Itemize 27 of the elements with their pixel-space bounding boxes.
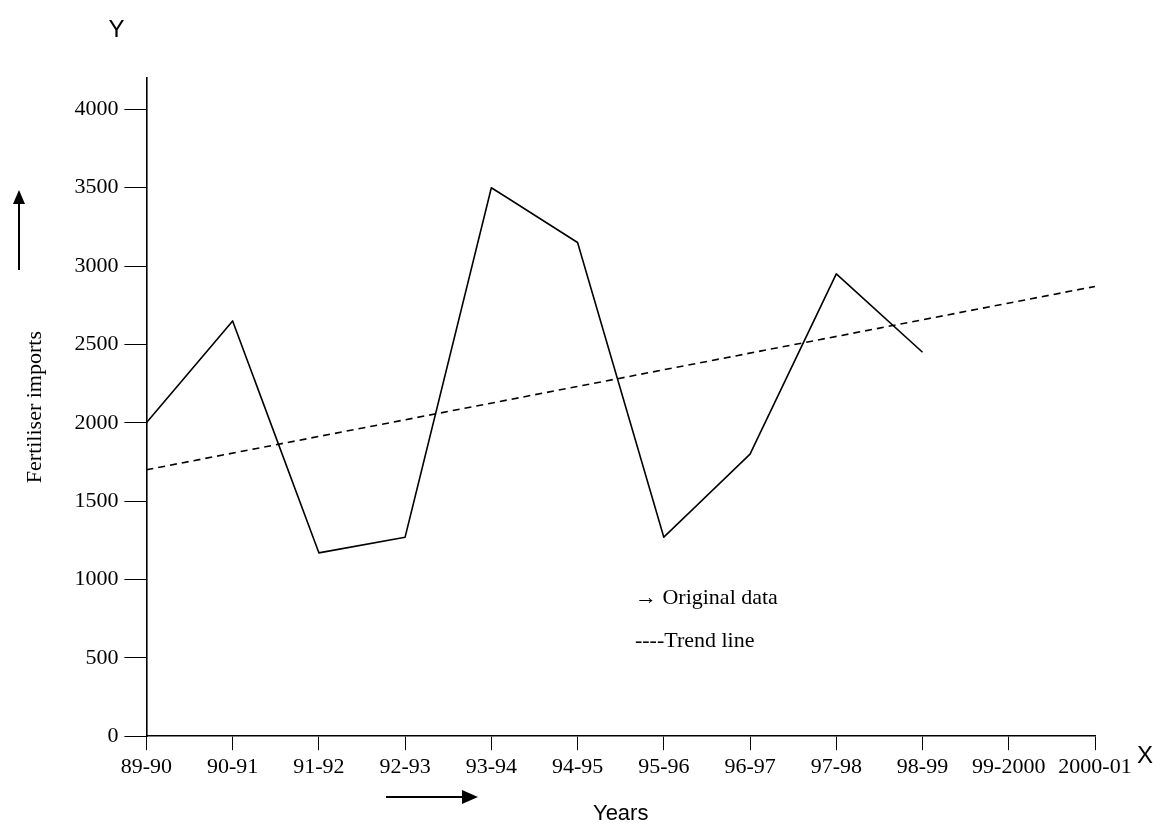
y-tick-label: 0	[107, 721, 119, 747]
y-tick-label: 4000	[74, 95, 119, 121]
text: X	[1136, 740, 1154, 768]
x-tick-label: 93-94	[465, 753, 518, 779]
y-tick-label: 2000	[74, 408, 119, 434]
y-tick-label: 500	[85, 643, 119, 669]
x-tick-label: 90-91	[206, 753, 259, 779]
annotation: → Original data	[634, 583, 779, 609]
y-tick-label: 3000	[74, 251, 119, 277]
x-tick-label: 96-97	[724, 753, 776, 779]
y-tick-label: 1000	[74, 565, 119, 591]
y-axis-title: Fertiliser imports	[20, 331, 46, 484]
text: Y	[108, 14, 125, 42]
x-tick-label: 99-2000	[972, 753, 1046, 779]
x-tick-label: 89-90	[120, 753, 173, 779]
x-tick-label: 92-93	[379, 753, 431, 779]
y-tick-label: 3500	[74, 173, 119, 199]
x-tick-label: 94-95	[551, 753, 604, 779]
x-axis-title: Years	[592, 799, 649, 825]
x-tick-label: 95-96	[638, 753, 690, 779]
x-tick-label: 97-98	[810, 753, 862, 779]
x-tick-label: 91-92	[293, 753, 345, 779]
x-tick-label: 98-99	[896, 753, 949, 779]
annotation: ----Trend line	[634, 626, 755, 652]
y-tick-label: 2500	[74, 330, 119, 356]
y-tick-label: 1500	[74, 486, 119, 512]
x-tick-label: 2000-01	[1058, 753, 1132, 779]
